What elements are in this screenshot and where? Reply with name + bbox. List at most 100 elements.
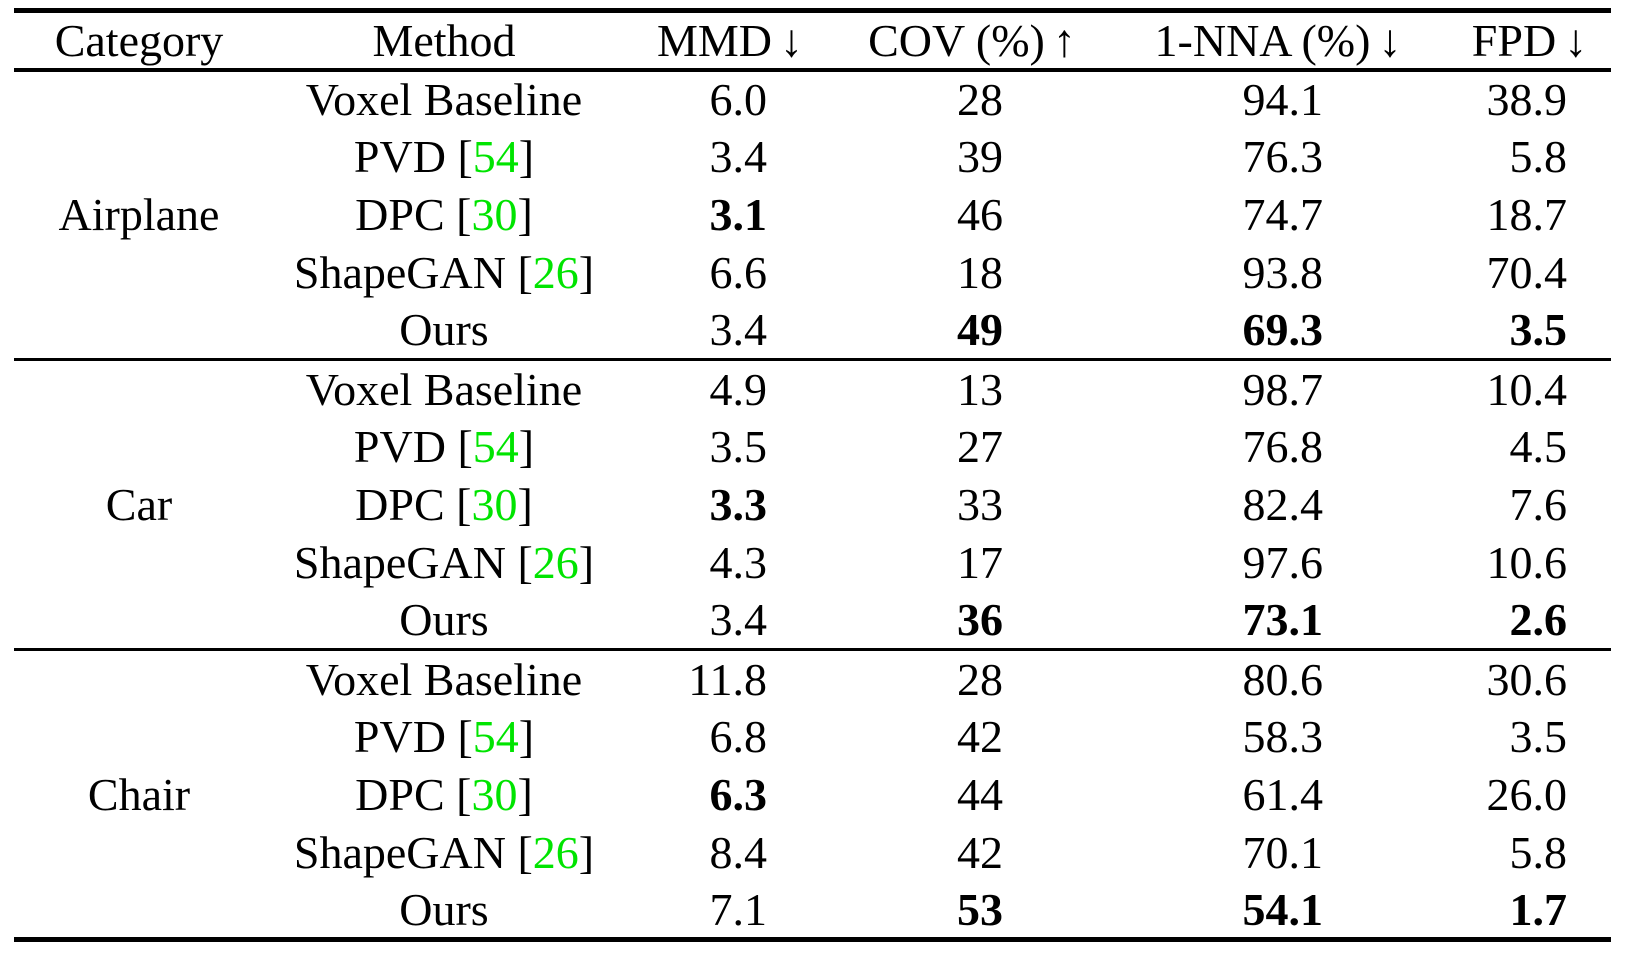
cov-value-cell: 28 bbox=[836, 650, 1108, 708]
fpd-value-cell: 7.6 bbox=[1448, 476, 1611, 534]
mmd-value-cell: 3.4 bbox=[624, 302, 836, 360]
category-label: Car bbox=[105, 479, 173, 530]
method-cell: Ours bbox=[264, 882, 624, 940]
citation-bracket-close: ] bbox=[518, 711, 535, 762]
mmd-value-cell: 11.8 bbox=[624, 650, 836, 708]
mmd-value: 6.6 bbox=[709, 247, 768, 298]
column-header-label: Category bbox=[54, 14, 224, 66]
nna-value-cell: 80.6 bbox=[1108, 650, 1448, 708]
fpd-value-cell: 30.6 bbox=[1448, 650, 1611, 708]
cov-value-cell: 36 bbox=[836, 592, 1108, 650]
cov-value: 27 bbox=[957, 421, 1003, 472]
method-cell: DPC [30] bbox=[264, 766, 624, 824]
fpd-value-cell: 18.7 bbox=[1448, 186, 1611, 244]
method-name: Voxel Baseline bbox=[305, 363, 583, 415]
table-row: Airplane Voxel Baseline 6.0 28 94.1 38.9 bbox=[14, 70, 1611, 240]
method-name: ShapeGAN bbox=[293, 247, 506, 298]
method-name: ShapeGAN bbox=[293, 827, 506, 878]
nna-value: 69.3 bbox=[1242, 304, 1324, 356]
mmd-value: 7.1 bbox=[709, 883, 768, 935]
table-row: DPC [30] 3.1 46 74.7 18.7 bbox=[14, 186, 1611, 244]
citation-bracket-close: ] bbox=[578, 537, 595, 588]
nna-value: 61.4 bbox=[1242, 769, 1324, 820]
method-cell: Voxel Baseline bbox=[264, 360, 624, 418]
citation-bracket-open: [ bbox=[456, 479, 472, 530]
nna-value-cell: 76.8 bbox=[1108, 418, 1448, 476]
nna-value: 73.1 bbox=[1242, 594, 1324, 646]
fpd-value-cell: 4.5 bbox=[1448, 418, 1611, 476]
table-row: Ours 7.1 53 54.1 1.7 bbox=[14, 882, 1611, 940]
mmd-value-cell: 3.3 bbox=[624, 476, 836, 534]
fpd-value: 38.9 bbox=[1486, 74, 1568, 125]
cov-value: 28 bbox=[957, 653, 1003, 705]
nna-value-cell: 94.1 bbox=[1108, 70, 1448, 128]
citation-number: 54 bbox=[472, 711, 519, 762]
method-cell: DPC [30] bbox=[264, 186, 624, 244]
nna-value: 80.6 bbox=[1242, 653, 1324, 705]
citation-number: 30 bbox=[471, 479, 518, 530]
nna-value-cell: 93.8 bbox=[1108, 244, 1448, 302]
nna-value-cell: 58.3 bbox=[1108, 708, 1448, 766]
cov-value-cell: 42 bbox=[836, 824, 1108, 882]
fpd-value-cell: 5.8 bbox=[1448, 128, 1611, 186]
method-name: Voxel Baseline bbox=[305, 74, 583, 125]
citation-bracket-open: [ bbox=[517, 247, 533, 298]
mmd-value: 6.8 bbox=[709, 711, 768, 762]
nna-value-cell: 97.6 bbox=[1108, 534, 1448, 592]
cov-value-cell: 18 bbox=[836, 244, 1108, 302]
citation-bracket-open: [ bbox=[517, 827, 533, 878]
fpd-value-cell: 3.5 bbox=[1448, 708, 1611, 766]
table-row: Ours 3.4 49 69.3 3.5 bbox=[14, 302, 1611, 360]
citation-bracket-open: [ bbox=[457, 421, 473, 472]
column-header-label: Method bbox=[372, 14, 516, 66]
mmd-value-cell: 6.8 bbox=[624, 708, 836, 766]
method-name: Ours bbox=[399, 304, 489, 356]
citation-bracket-open: [ bbox=[517, 537, 533, 588]
mmd-value-cell: 3.1 bbox=[624, 186, 836, 244]
citation-bracket-open: [ bbox=[457, 711, 473, 762]
nna-value: 76.8 bbox=[1242, 421, 1324, 472]
mmd-value-cell: 6.3 bbox=[624, 766, 836, 824]
mmd-value-cell: 6.0 bbox=[624, 70, 836, 128]
nna-value-cell: 82.4 bbox=[1108, 476, 1448, 534]
fpd-value: 18.7 bbox=[1486, 189, 1568, 240]
fpd-value: 10.6 bbox=[1486, 537, 1568, 588]
nna-value: 94.1 bbox=[1242, 74, 1324, 125]
mmd-value: 4.3 bbox=[709, 537, 768, 588]
citation-number: 30 bbox=[471, 189, 518, 240]
mmd-value: 4.9 bbox=[709, 363, 768, 415]
column-header-fpd: FPD ↓ bbox=[1448, 11, 1611, 70]
citation-bracket-close: ] bbox=[517, 479, 533, 530]
mmd-value-cell: 7.1 bbox=[624, 882, 836, 940]
method-cell: Ours bbox=[264, 302, 624, 360]
column-header-label: 1-NNA (%) bbox=[1154, 14, 1371, 66]
fpd-value-cell: 1.7 bbox=[1448, 882, 1611, 940]
mmd-value: 6.3 bbox=[709, 769, 768, 820]
cov-value: 46 bbox=[957, 189, 1003, 240]
fpd-value: 30.6 bbox=[1486, 653, 1568, 705]
cov-value: 44 bbox=[957, 769, 1003, 820]
nna-value: 82.4 bbox=[1242, 479, 1324, 530]
table-row: Ours 3.4 36 73.1 2.6 bbox=[14, 592, 1611, 650]
fpd-value: 7.6 bbox=[1509, 479, 1568, 530]
mmd-value-cell: 3.4 bbox=[624, 128, 836, 186]
cov-value: 17 bbox=[957, 537, 1003, 588]
method-cell: Voxel Baseline bbox=[264, 70, 624, 128]
method-name: DPC bbox=[355, 189, 445, 240]
fpd-value-cell: 2.6 bbox=[1448, 592, 1611, 650]
nna-value-cell: 98.7 bbox=[1108, 360, 1448, 418]
fpd-value: 5.8 bbox=[1509, 131, 1568, 182]
down-arrow-icon: ↓ bbox=[780, 14, 804, 66]
fpd-value: 3.5 bbox=[1509, 711, 1568, 762]
nna-value-cell: 70.1 bbox=[1108, 824, 1448, 882]
nna-value: 93.8 bbox=[1242, 247, 1324, 298]
nna-value: 54.1 bbox=[1242, 883, 1324, 935]
category-cell: Chair bbox=[14, 650, 264, 940]
mmd-value-cell: 4.9 bbox=[624, 360, 836, 418]
down-arrow-icon: ↓ bbox=[1564, 14, 1588, 66]
fpd-value-cell: 5.8 bbox=[1448, 824, 1611, 882]
cov-value: 18 bbox=[957, 247, 1003, 298]
fpd-value: 4.5 bbox=[1509, 421, 1568, 472]
fpd-value: 10.4 bbox=[1486, 363, 1568, 415]
method-cell: PVD [54] bbox=[264, 128, 624, 186]
